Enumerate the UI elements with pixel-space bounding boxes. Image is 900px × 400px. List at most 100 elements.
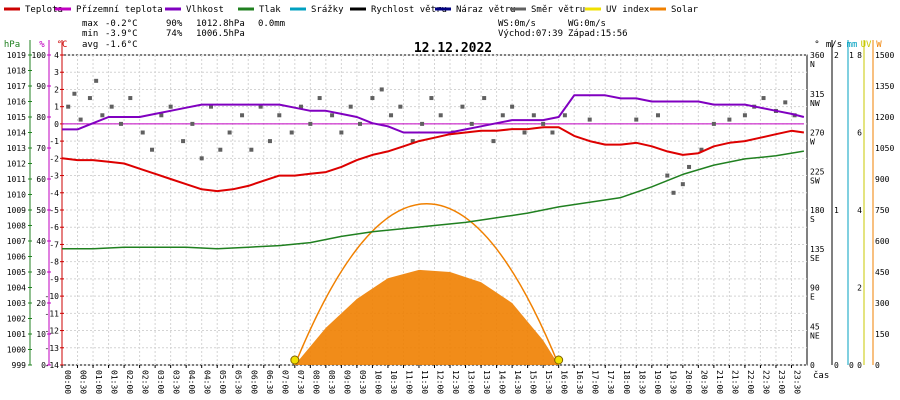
legend-label-5: Rychlost větru — [371, 5, 447, 15]
wind-ws: WS:0m/s — [498, 19, 536, 29]
axis-dir-tick-dir-8: N — [810, 60, 815, 69]
stat-avg-0: avg — [82, 40, 98, 50]
x-tick-label-3: 01:30 — [110, 370, 119, 394]
x-tick-label-7: 03:30 — [172, 370, 181, 394]
axis-pct-tick-7: 70 — [36, 144, 46, 153]
series-smer-vetru-point — [665, 173, 670, 178]
x-tick-label-21: 10:30 — [389, 370, 398, 394]
series-smer-vetru-point — [227, 130, 232, 135]
legend-label-8: UV index — [606, 5, 650, 15]
chart-title: 12.12.2022 — [414, 41, 492, 56]
sunrise-marker — [290, 355, 300, 365]
axis-hpa-tick-18: 1017 — [7, 82, 26, 91]
x-tick-label-25: 12:30 — [451, 370, 460, 394]
sunrise: Východ:07:39 — [498, 29, 563, 39]
axis-hpa-tick-8: 1007 — [7, 237, 26, 246]
axis-dir-tick-dir-2: E — [810, 293, 815, 302]
axis-dir-tick-2: 90 — [810, 284, 820, 293]
axis-degc-tick-13: -1 — [49, 137, 59, 146]
x-tick-label-37: 18:30 — [637, 370, 646, 394]
axis-mm-tick-0: 0 — [849, 361, 854, 370]
stats-panel: max -0.2°C 90% 1012.8hPa 0.0mm min -3.9°C 74% 10… — [82, 19, 628, 50]
series-smer-vetru-point — [209, 104, 213, 109]
axis-dir-tick-0: 0 — [810, 361, 815, 370]
axis-hpa-tick-15: 1014 — [7, 129, 26, 138]
legend-label-7: Směr větru — [531, 5, 585, 15]
series-smer-vetru-point — [531, 113, 536, 118]
stat-min-3: 1006.5hPa — [196, 29, 245, 39]
series-smer-vetru-point — [150, 147, 155, 152]
series-smer-vetru-point — [181, 139, 186, 144]
axis-mm-tick-1: 1 — [849, 51, 854, 60]
axis-pct-tick-4: 40 — [36, 237, 46, 246]
x-tick-label-23: 11:30 — [420, 370, 429, 394]
axis-degc-tick-7: -7 — [49, 240, 59, 249]
axis-pct-tick-6: 60 — [36, 175, 46, 184]
x-tick-label-29: 14:30 — [513, 370, 522, 394]
series-smer-vetru-point — [761, 96, 766, 101]
x-tick-label-6: 03:00 — [156, 370, 165, 394]
wind-wg: WG:0m/s — [568, 19, 606, 29]
series-tlak — [62, 150, 805, 250]
axis-pct-tick-5: 50 — [36, 206, 46, 215]
sunset-marker — [554, 355, 564, 365]
x-tick-label-12: 06:00 — [249, 370, 258, 394]
series-smer-vetru-point — [159, 113, 164, 118]
series-smer-vetru-point — [491, 139, 496, 144]
x-tick-label-28: 14:00 — [498, 370, 507, 394]
stat-max-2: 90% — [166, 19, 183, 29]
axis-pct-tick-8: 80 — [36, 113, 46, 122]
axis-pct-tick-2: 20 — [36, 299, 46, 308]
axis-dir-tick-dir-4: S — [810, 215, 815, 224]
series-smer-vetru-point — [541, 121, 546, 126]
axis-dir-tick-dir-6: W — [810, 138, 815, 147]
axis-degc-tick-1: -13 — [45, 344, 60, 353]
series-solar-arc — [294, 203, 560, 366]
axis-uv-tick-3: 6 — [857, 129, 862, 138]
axis-hpa-tick-5: 1004 — [7, 284, 26, 293]
series-smer-vetru-point — [118, 121, 123, 126]
axis-ms-unit: m/s — [826, 40, 842, 50]
axis-hpa-unit: hPa — [4, 40, 20, 50]
axis-dir-tick-8: 360 — [810, 51, 825, 60]
x-tick-label-41: 20:30 — [699, 370, 708, 394]
axis-uv-tick-4: 8 — [857, 51, 862, 60]
legend-label-1: Přízemní teplota — [76, 5, 163, 15]
series-smer-vetru-point — [429, 96, 434, 101]
series-smer-vetru-point — [727, 117, 732, 122]
legend-label-2: Vlhkost — [186, 5, 224, 15]
stat-min-1: -3.9°C — [105, 29, 138, 39]
x-tick-label-5: 02:30 — [141, 370, 150, 394]
series-smer-vetru-point — [330, 113, 335, 118]
axis-uv-tick-0: 0 — [857, 361, 862, 370]
series-smer-vetru-point — [258, 104, 263, 109]
series-smer-vetru-point — [783, 100, 788, 105]
axis-hpa-tick-10: 1009 — [7, 206, 26, 215]
x-tick-label-0: 00:00 — [63, 370, 72, 394]
series-smer-vetru-point — [299, 104, 304, 109]
x-tick-label-26: 13:00 — [467, 370, 476, 394]
axis-degc-tick-6: -8 — [49, 258, 59, 267]
axis-degc-tick-10: -4 — [49, 189, 59, 198]
stat-max-1: -0.2°C — [105, 19, 138, 29]
axis-hpa-tick-2: 1001 — [7, 330, 26, 339]
x-tick-label-33: 16:30 — [575, 370, 584, 394]
stat-avg-1: -1.6°C — [105, 40, 138, 50]
series-smer-vetru-point — [699, 147, 704, 152]
x-tick-label-4: 02:00 — [125, 370, 134, 394]
series-smer-vetru-point — [128, 96, 133, 101]
axis-w-unit: W — [876, 40, 882, 50]
axis-dir-tick-4: 180 — [810, 206, 825, 215]
x-tick-label-8: 04:00 — [187, 370, 196, 394]
axis-dir-tick-dir-1: NE — [810, 331, 820, 340]
x-tick-label-32: 16:00 — [560, 370, 569, 394]
axis-dir-unit: ° — [814, 40, 819, 50]
axis-w-tick-6: 900 — [875, 175, 890, 184]
series-smer-vetru-point — [109, 104, 114, 109]
series-smer-vetru-point — [87, 96, 92, 101]
series-smer-vetru-point — [168, 104, 173, 109]
series-smer-vetru-point — [308, 121, 313, 126]
x-tick-label-27: 13:30 — [482, 370, 491, 394]
series-smer-vetru-point — [240, 113, 245, 118]
